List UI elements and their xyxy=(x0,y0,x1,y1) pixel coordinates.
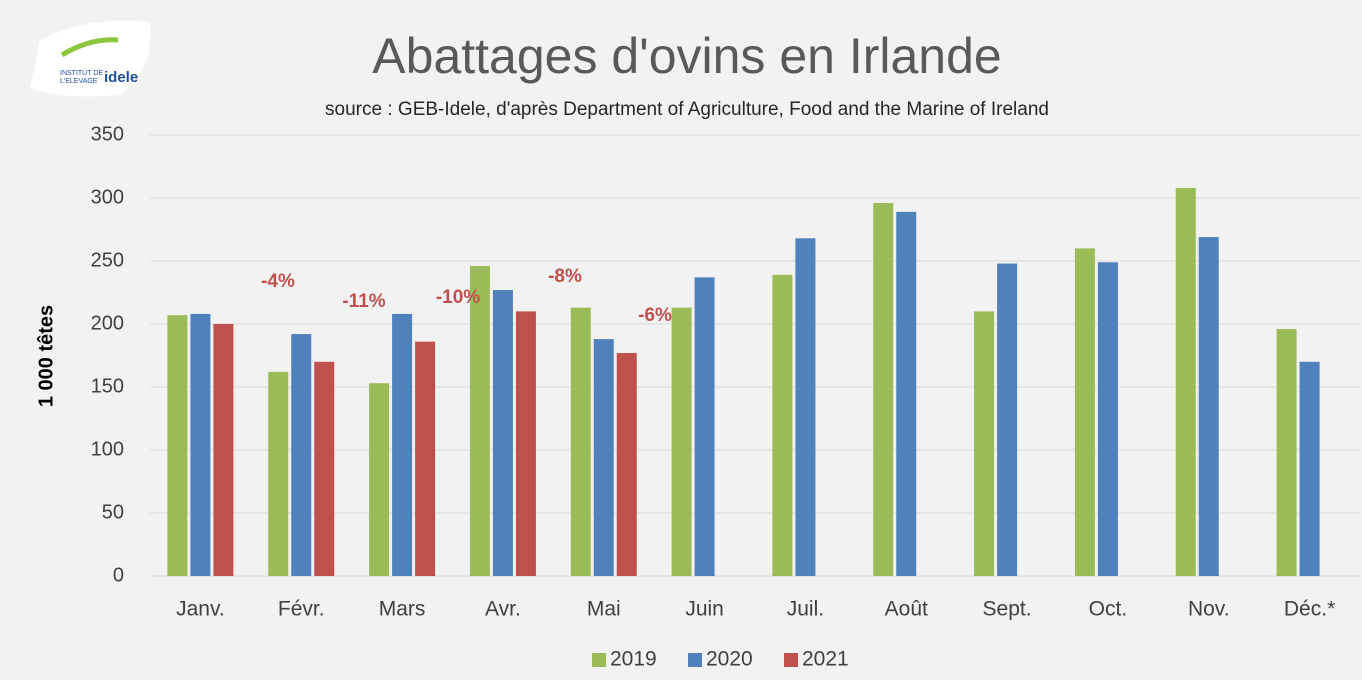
logo-text: INSTITUT DE xyxy=(60,70,103,77)
bar xyxy=(213,324,234,576)
bar xyxy=(190,313,211,576)
x-tick-label: Sept. xyxy=(983,598,1032,621)
x-tick-label: Mai xyxy=(587,598,621,621)
legend-swatch xyxy=(592,653,606,667)
bar xyxy=(1299,361,1320,576)
x-tick-label: Juin xyxy=(685,598,724,621)
bar xyxy=(1198,237,1219,576)
logo-shape xyxy=(30,20,151,97)
bar xyxy=(1097,262,1118,576)
bar xyxy=(415,341,436,576)
bar xyxy=(896,211,917,577)
x-tick-label: Mars xyxy=(379,598,426,621)
bar xyxy=(997,263,1018,576)
annotation: -11% xyxy=(342,291,385,312)
chart-title: Abattages d'ovins en Irlande xyxy=(372,28,1001,84)
y-axis-label: 1 000 têtes xyxy=(35,305,57,407)
logo-swoosh xyxy=(60,37,119,58)
y-tick-label: 100 xyxy=(91,438,124,460)
legend-swatch xyxy=(784,653,798,667)
bar xyxy=(795,238,816,576)
chart-subtitle: source : GEB-Idele, d'après Department o… xyxy=(325,99,1049,120)
y-tick-label: 300 xyxy=(91,186,124,208)
bar xyxy=(616,352,637,576)
y-tick-label: 150 xyxy=(91,375,124,397)
bar xyxy=(974,311,995,576)
x-tick-label: Juil. xyxy=(787,598,824,621)
bar xyxy=(671,307,692,576)
logo: INSTITUT DE L'ELEVAGE idele xyxy=(30,20,151,97)
bar xyxy=(772,274,793,576)
bar xyxy=(167,315,188,576)
annotation: -8% xyxy=(548,266,582,287)
bar xyxy=(570,307,591,576)
bar xyxy=(291,334,312,576)
bar xyxy=(873,203,894,577)
x-tick-label: Août xyxy=(885,598,928,621)
x-tick-label: Janv. xyxy=(176,598,225,621)
logo-brand: idele xyxy=(104,69,138,86)
bar xyxy=(1276,329,1297,576)
x-tick-label: Nov. xyxy=(1188,598,1230,621)
bar xyxy=(314,361,335,576)
bar xyxy=(1074,248,1095,576)
y-tick-label: 250 xyxy=(91,249,124,271)
annotation: -4% xyxy=(261,271,295,292)
bar xyxy=(369,383,390,576)
y-tick-label: 350 xyxy=(91,123,124,145)
bar xyxy=(492,289,513,576)
legend-label: 2021 xyxy=(802,648,849,671)
annotation: -6% xyxy=(638,305,672,326)
legend-swatch xyxy=(688,653,702,667)
legend-label: 2019 xyxy=(610,648,657,671)
bar xyxy=(1175,187,1196,577)
bar xyxy=(392,313,413,576)
logo-text: L'ELEVAGE xyxy=(60,78,98,85)
bar xyxy=(593,339,614,576)
x-tick-label: Févr. xyxy=(278,598,325,621)
annotation: -10% xyxy=(436,287,480,308)
x-tick-label: Avr. xyxy=(485,598,521,621)
y-tick-label: 200 xyxy=(91,312,124,334)
legend-label: 2020 xyxy=(706,648,753,671)
y-tick-label: 0 xyxy=(113,564,124,586)
bar xyxy=(694,277,715,576)
x-tick-label: Déc.* xyxy=(1284,598,1335,621)
bar xyxy=(469,266,490,576)
bar xyxy=(268,371,289,576)
x-tick-label: Oct. xyxy=(1089,598,1128,621)
bar xyxy=(515,311,536,576)
y-tick-label: 50 xyxy=(102,501,124,523)
